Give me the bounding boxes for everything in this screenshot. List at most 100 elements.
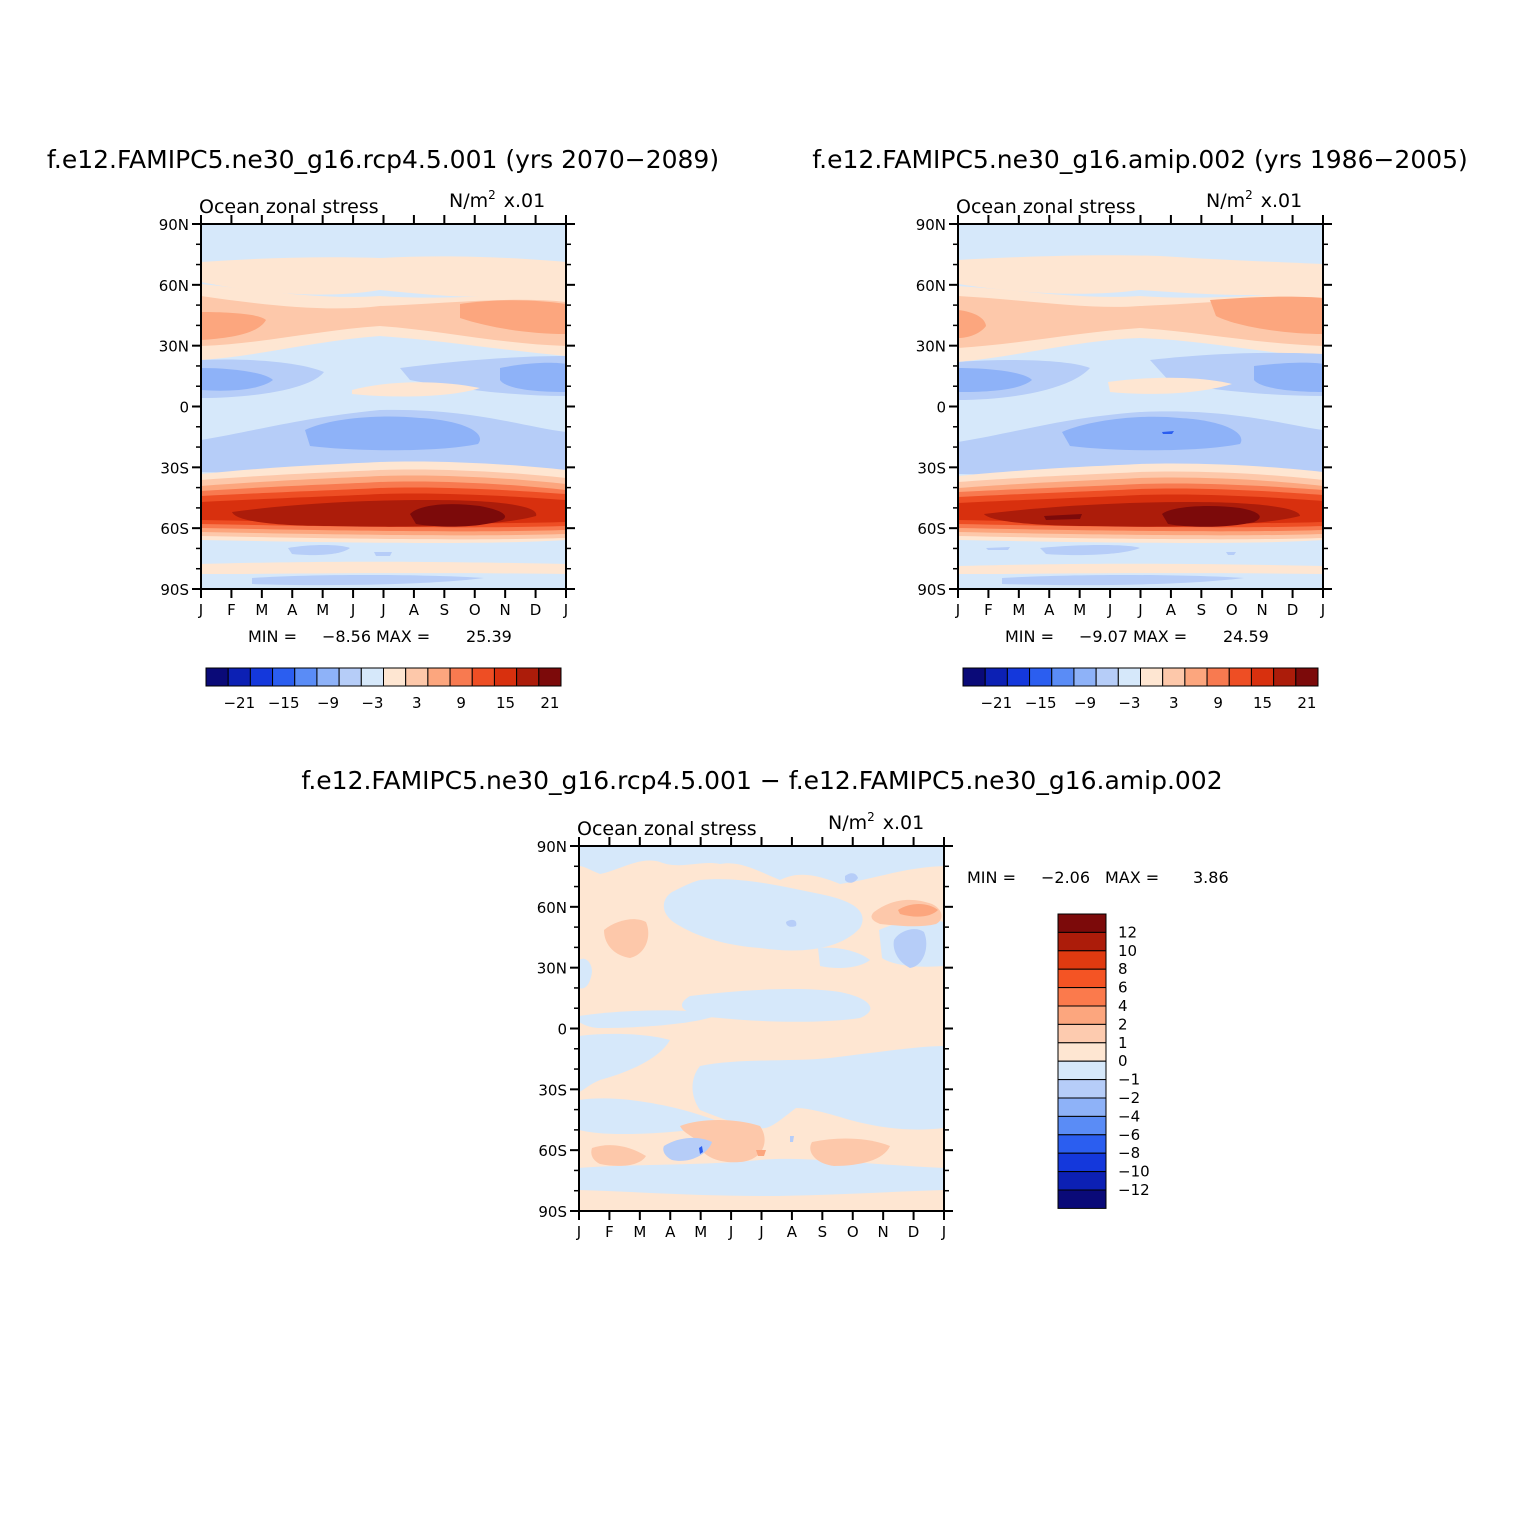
y-tick-label: 90S [538, 1203, 567, 1221]
panel-1-units-label: N/m2 x.01 [449, 188, 545, 212]
panel-3-y-axis: 90N 60N 30N 0 30S 60S 90S [537, 838, 953, 1221]
y-tick-label: 60N [537, 899, 567, 917]
colorbar-swatch [405, 667, 429, 687]
x-tick-label: A [287, 601, 298, 619]
colorbar-swatch [227, 667, 251, 687]
panel-2-min-label: MIN = [1005, 627, 1054, 646]
panel-3-min-value: −2.06 [1041, 868, 1090, 887]
x-tick-label: A [665, 1223, 676, 1241]
panel-1: f.e12.FAMIPC5.ne30_g16.rcp4.5.001 (yrs 2… [47, 145, 719, 712]
y-tick-label: 60N [916, 277, 946, 295]
x-tick-label: D [908, 1223, 920, 1241]
y-tick-label: 30N [537, 960, 567, 978]
colorbar-swatch [1006, 667, 1031, 687]
panel-2-contour-field [958, 224, 1323, 589]
x-tick-label: M [1012, 601, 1025, 619]
colorbar-label: 4 [1118, 997, 1128, 1015]
x-tick-label: A [1166, 601, 1177, 619]
x-tick-label: J [728, 1223, 733, 1241]
colorbar-swatch [1057, 1079, 1107, 1099]
colorbar-swatch [1057, 1042, 1107, 1062]
panel-3-max-label: MAX = [1105, 868, 1159, 887]
panel-3-max-value: 3.86 [1193, 868, 1229, 887]
colorbar-swatch [383, 667, 407, 687]
colorbar-label: 1 [1118, 1034, 1128, 1052]
x-tick-label: J [380, 601, 385, 619]
colorbar-swatch [1057, 1134, 1107, 1154]
x-tick-label: F [984, 601, 993, 619]
panel-1-min-label: MIN = [248, 627, 297, 646]
x-tick-label: S [818, 1223, 828, 1241]
colorbar-label: −12 [1118, 1181, 1150, 1199]
y-tick-label: 30N [159, 338, 189, 356]
colorbar-swatch [316, 667, 340, 687]
colorbar-swatch [1095, 667, 1119, 687]
x-tick-label: D [530, 601, 542, 619]
colorbar-label: −2 [1118, 1089, 1140, 1107]
panel-3-title: f.e12.FAMIPC5.ne30_g16.rcp4.5.001 − f.e1… [301, 766, 1222, 795]
panel-1-contour-field [201, 224, 566, 589]
colorbar-swatch [516, 667, 540, 687]
colorbar-label: 0 [1118, 1052, 1128, 1070]
colorbar-swatch [1162, 667, 1186, 687]
x-tick-label: M [633, 1223, 646, 1241]
colorbar-label: 6 [1118, 979, 1128, 997]
panel-2-max-label: MAX = [1133, 627, 1187, 646]
y-tick-label: 0 [179, 399, 189, 417]
colorbar-swatch [1029, 667, 1053, 687]
colorbar-label: 15 [1253, 694, 1272, 712]
colorbar-label: −15 [268, 694, 300, 712]
panel-2-max-value: 24.59 [1223, 627, 1269, 646]
x-tick-label: J [955, 601, 960, 619]
colorbar-label: −21 [223, 694, 255, 712]
colorbar-swatch [1057, 1005, 1107, 1025]
panel-3-min-label: MIN = [967, 868, 1016, 887]
panel-2-y-axis: 90N 60N 30N 0 30S 60S 90S [916, 216, 1332, 599]
panel-1-variable-label: Ocean zonal stress [199, 196, 379, 218]
y-tick-label: 90S [917, 581, 946, 599]
colorbar-swatch [449, 667, 473, 687]
x-tick-label: M [1073, 601, 1086, 619]
colorbar-swatch [471, 667, 495, 687]
colorbar-swatch [1057, 1097, 1107, 1117]
panel-1-y-axis: 90N 60N 30N 0 30S 60S 90S [159, 216, 575, 599]
x-tick-label: J [576, 1223, 581, 1241]
y-tick-label: 90N [537, 838, 567, 856]
colorbar-label: −9 [317, 694, 339, 712]
panel-1-colorbar: −21 −15 −9 −3 3 9 15 21 [205, 667, 562, 712]
x-tick-label: O [847, 1223, 859, 1241]
y-tick-label: 0 [557, 1021, 567, 1039]
colorbar-swatch [272, 667, 296, 687]
colorbar-swatch [1057, 1115, 1107, 1136]
colorbar-swatch [1117, 667, 1141, 687]
colorbar-swatch [984, 667, 1008, 687]
colorbar-swatch [962, 667, 986, 687]
y-tick-label: 30S [160, 459, 189, 477]
colorbar-swatch [1057, 913, 1107, 933]
panel-3-variable-label: Ocean zonal stress [577, 818, 757, 840]
colorbar-swatch [1228, 667, 1252, 687]
x-tick-label: J [198, 601, 203, 619]
x-tick-label: S [440, 601, 450, 619]
colorbar-swatch [1206, 667, 1230, 687]
y-tick-label: 0 [936, 399, 946, 417]
colorbar-label: 8 [1118, 960, 1128, 978]
colorbar-swatch [493, 667, 518, 687]
x-tick-label: F [227, 601, 236, 619]
colorbar-label: 15 [496, 694, 515, 712]
colorbar-swatch [1051, 667, 1075, 687]
y-tick-label: 30S [538, 1081, 567, 1099]
y-tick-label: 60S [917, 520, 946, 538]
colorbar-swatch [1057, 1189, 1107, 1209]
colorbar-label: 12 [1118, 923, 1137, 941]
colorbar-swatch [1057, 1171, 1107, 1191]
y-tick-label: 90N [159, 216, 189, 234]
colorbar-label: −4 [1118, 1107, 1140, 1125]
colorbar-swatch [360, 667, 384, 687]
panel-2-colorbar: −21 −15 −9 −3 3 9 15 21 [962, 667, 1319, 712]
x-tick-label: D [1287, 601, 1299, 619]
colorbar-swatch [1057, 968, 1107, 989]
y-tick-label: 30N [916, 338, 946, 356]
